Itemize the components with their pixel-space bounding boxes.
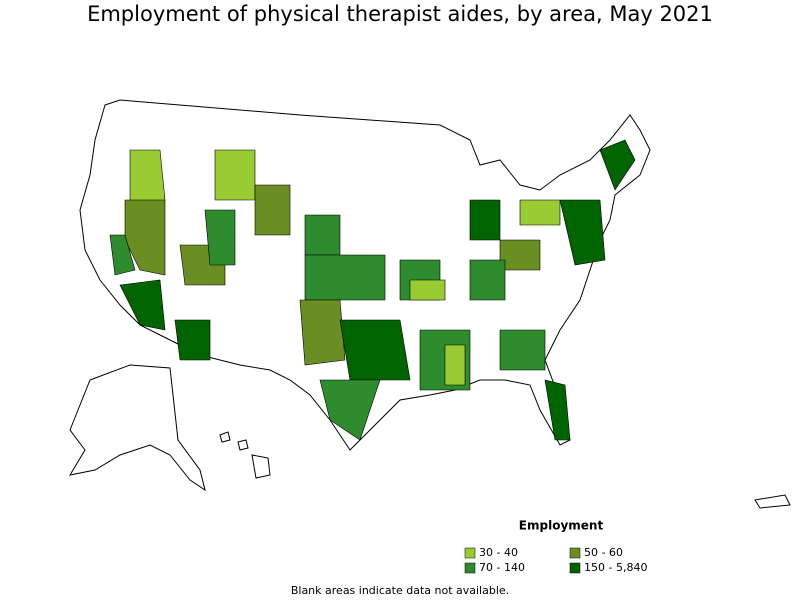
legend-label: 30 - 40: [479, 546, 518, 559]
map-area: [254, 184, 291, 236]
map-area: [469, 199, 501, 241]
map-area: [119, 279, 166, 331]
map-area: [299, 299, 346, 366]
map-area: [599, 139, 636, 191]
legend-swatch: [464, 547, 476, 559]
map-area: [174, 319, 211, 361]
legend-title: Employment: [519, 519, 604, 533]
map-area: [204, 209, 236, 266]
legend-label: 70 - 140: [479, 561, 525, 574]
map-area: [339, 319, 411, 381]
note: Blank areas indicate data not available.: [291, 584, 509, 597]
legend-swatch: [569, 562, 581, 574]
map-area: [409, 279, 446, 301]
map-regions: [109, 139, 636, 441]
map-area: [214, 149, 256, 201]
map-area: [469, 259, 506, 301]
map-area: [559, 199, 606, 266]
legend-label: 150 - 5,840: [584, 561, 647, 574]
map-area: [109, 234, 136, 276]
map-area: [304, 254, 386, 301]
puerto-rico-outline: [754, 494, 791, 509]
map-area: [304, 214, 341, 256]
map-area: [129, 149, 166, 206]
legend-swatch: [569, 547, 581, 559]
map-area: [499, 329, 546, 371]
alaska-outline: [68, 364, 206, 492]
map-area: [519, 199, 561, 226]
map-area: [499, 239, 541, 271]
legend: 30 - 40 50 - 60 70 - 140 150 - 5,840: [464, 546, 647, 574]
map-area: [319, 379, 381, 441]
map-area: [444, 344, 466, 386]
legend-label: 50 - 60: [584, 546, 623, 559]
legend-swatch: [464, 562, 476, 574]
hawaii-outline: [219, 431, 271, 479]
map-area: [124, 199, 166, 276]
map-title: Employment of physical therapist aides, …: [87, 2, 713, 26]
map-area: [544, 379, 571, 441]
